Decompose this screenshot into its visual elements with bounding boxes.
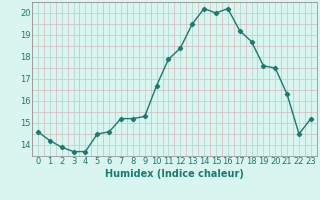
X-axis label: Humidex (Indice chaleur): Humidex (Indice chaleur) [105,169,244,179]
